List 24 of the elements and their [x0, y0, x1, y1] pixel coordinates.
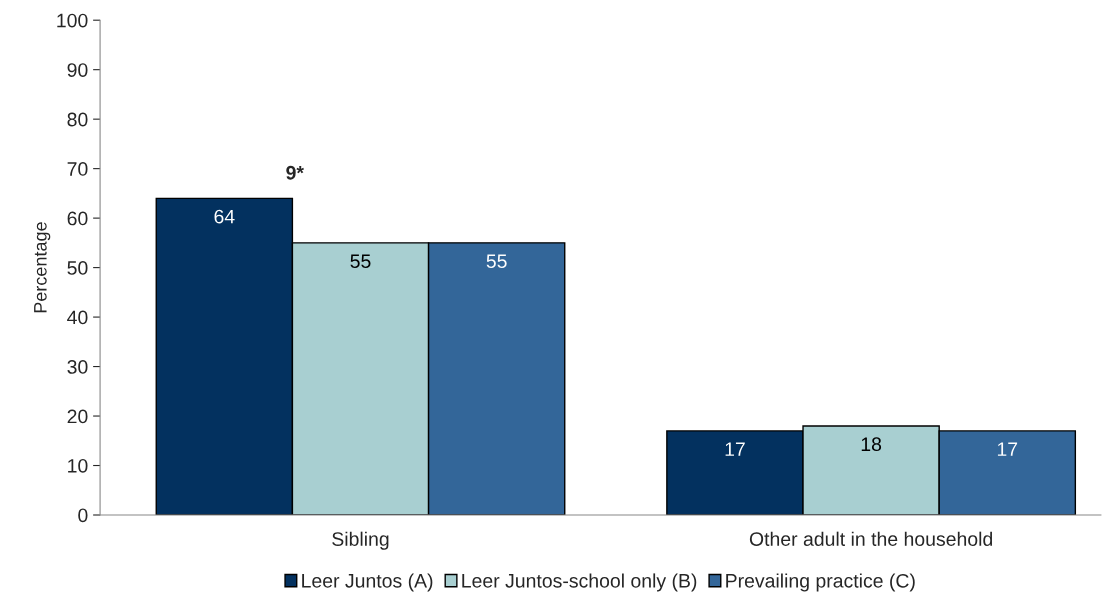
x-tick-label: Sibling [332, 531, 389, 550]
legend-label: Leer Juntos (A) [302, 573, 433, 592]
data-label: 17 [725, 442, 745, 456]
data-label: 64 [214, 209, 235, 224]
data-label: 55 [350, 254, 371, 269]
data-label: 55 [486, 254, 507, 269]
x-tick-label: Other adult in the household [749, 531, 993, 546]
data-label: 17 [997, 442, 1018, 456]
y-tick-label: 50 [67, 261, 88, 275]
y-tick-label: 20 [67, 409, 88, 424]
y-axis-title: Percentage [34, 222, 51, 313]
legend-label: Leer Juntos-school only (B) [462, 573, 697, 592]
y-tick-label: 30 [67, 360, 88, 374]
y-tick-label: 100 [57, 13, 88, 28]
y-tick-label: 60 [67, 211, 88, 226]
y-tick-label: 10 [68, 458, 88, 473]
y-tick-label: 40 [67, 310, 88, 325]
annotation: 9* [286, 165, 304, 180]
y-tick-label: 80 [67, 112, 88, 127]
data-label: 18 [861, 437, 882, 452]
y-tick-label: 70 [67, 162, 88, 176]
y-tick-label: 90 [67, 63, 88, 77]
legend-label: Prevailing practice (C) [726, 573, 915, 592]
y-tick-label: 0 [78, 508, 88, 523]
